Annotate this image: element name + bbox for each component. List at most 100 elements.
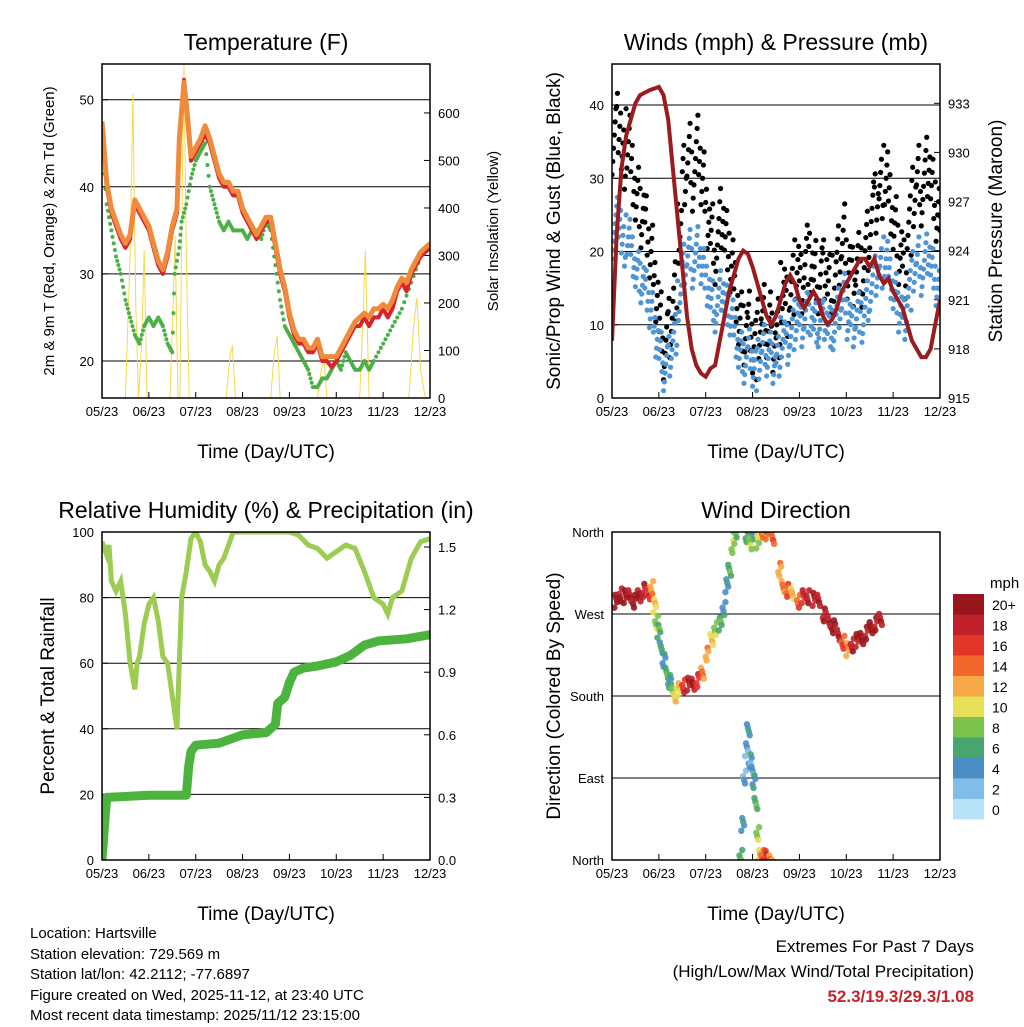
direction-point <box>733 534 740 541</box>
direction-point <box>731 540 738 548</box>
gust-point <box>803 248 809 255</box>
dewpoint-point <box>385 332 390 337</box>
gust-point <box>694 125 700 132</box>
dewpoint-point <box>110 234 115 239</box>
wind-point <box>649 298 655 304</box>
gust-point <box>633 204 639 210</box>
gust-point <box>811 264 817 270</box>
gust-point <box>690 195 696 201</box>
wind-point <box>671 320 678 326</box>
wind-point <box>710 278 716 284</box>
wind-point <box>691 267 697 274</box>
dewpoint-point <box>213 206 218 211</box>
gust-point <box>804 222 810 228</box>
y-tick-label: 60 <box>80 656 94 671</box>
y2-tick-label: 1.2 <box>438 603 456 618</box>
x-tick-label: 10/23 <box>320 866 353 881</box>
location: Location: Hartsville <box>30 925 157 942</box>
wind-point <box>824 330 831 337</box>
wind-point <box>881 234 887 240</box>
gust-point <box>650 222 656 228</box>
dewpoint-point <box>341 358 346 363</box>
direction-point <box>770 540 778 548</box>
gust-point <box>928 182 935 189</box>
x-tick-label: 08/23 <box>736 404 769 419</box>
wind-point <box>693 241 699 247</box>
dewpoint-point <box>162 328 167 333</box>
wind-point <box>696 254 703 260</box>
gust-point <box>669 315 675 321</box>
gust-point <box>692 155 699 162</box>
gust-point <box>689 149 695 155</box>
dewpoint-point <box>177 239 182 244</box>
wind-point <box>792 336 799 343</box>
wind-point <box>886 265 892 271</box>
wind-point <box>924 231 930 237</box>
dewpoint-point <box>307 372 312 377</box>
gust-point <box>905 232 911 238</box>
gust-point <box>691 182 697 188</box>
wind-point <box>881 273 888 280</box>
gust-point <box>657 302 664 308</box>
wind-point <box>774 351 780 357</box>
dewpoint-point <box>378 345 383 350</box>
wind-point <box>717 276 723 282</box>
legend-title: mph <box>990 575 1019 592</box>
dewpoint-point <box>129 319 134 324</box>
gust-point <box>907 193 913 199</box>
wind-point <box>764 364 771 370</box>
y-tick-label: South <box>570 689 604 704</box>
gust-point <box>812 251 818 257</box>
gust-point <box>713 268 719 274</box>
wind-point <box>832 320 838 326</box>
wind-point <box>904 303 910 309</box>
dewpoint-point <box>281 317 286 322</box>
gust-point <box>895 222 901 228</box>
dewpoint-point <box>178 232 183 237</box>
x-tick-label: 09/23 <box>273 404 306 419</box>
plot-area <box>612 84 940 394</box>
chart-title: Wind Direction <box>701 497 851 523</box>
gust-point <box>878 156 885 162</box>
wind-point <box>857 308 863 315</box>
dewpoint-point <box>128 315 133 320</box>
legend-label: 12 <box>992 679 1008 695</box>
wind-point <box>628 251 634 258</box>
wind-point <box>859 339 865 345</box>
dewpoint-point <box>119 278 124 283</box>
direction-point <box>721 611 728 619</box>
dewpoint-point <box>107 215 112 220</box>
wind-point <box>735 364 742 370</box>
gust-point <box>695 112 701 118</box>
gust-point <box>733 319 739 325</box>
dewpoint-point <box>280 311 285 316</box>
legend-swatch <box>953 635 984 656</box>
wind-point <box>782 339 788 345</box>
gust-point <box>849 257 855 263</box>
wind-point <box>816 335 822 341</box>
wind-point <box>887 256 893 262</box>
gust-point <box>635 177 641 184</box>
gust-point <box>881 142 887 148</box>
gust-point <box>792 237 798 243</box>
gust-point <box>904 245 910 252</box>
direction-point <box>754 805 761 813</box>
wind-point <box>821 297 827 303</box>
panel-2: Winds (mph) & Pressure (mb) Time (Day/UTC… <box>544 29 1007 463</box>
wind-point <box>863 286 870 293</box>
legend-label: 16 <box>992 638 1008 654</box>
x-tick-label: 06/23 <box>643 404 676 419</box>
gust-point <box>801 275 807 281</box>
direction-point <box>843 652 850 660</box>
wind-point <box>783 330 789 337</box>
x-axis-label: Time (Day/UTC) <box>197 442 335 463</box>
wind-point <box>741 380 747 386</box>
dewpoint-point <box>390 324 395 329</box>
wind-point <box>768 349 774 356</box>
legend-swatch <box>953 758 984 779</box>
gust-point <box>735 292 741 299</box>
gust-point <box>924 134 930 140</box>
wind-point <box>785 352 792 359</box>
wind-point <box>675 317 681 323</box>
dewpoint-point <box>371 358 376 363</box>
